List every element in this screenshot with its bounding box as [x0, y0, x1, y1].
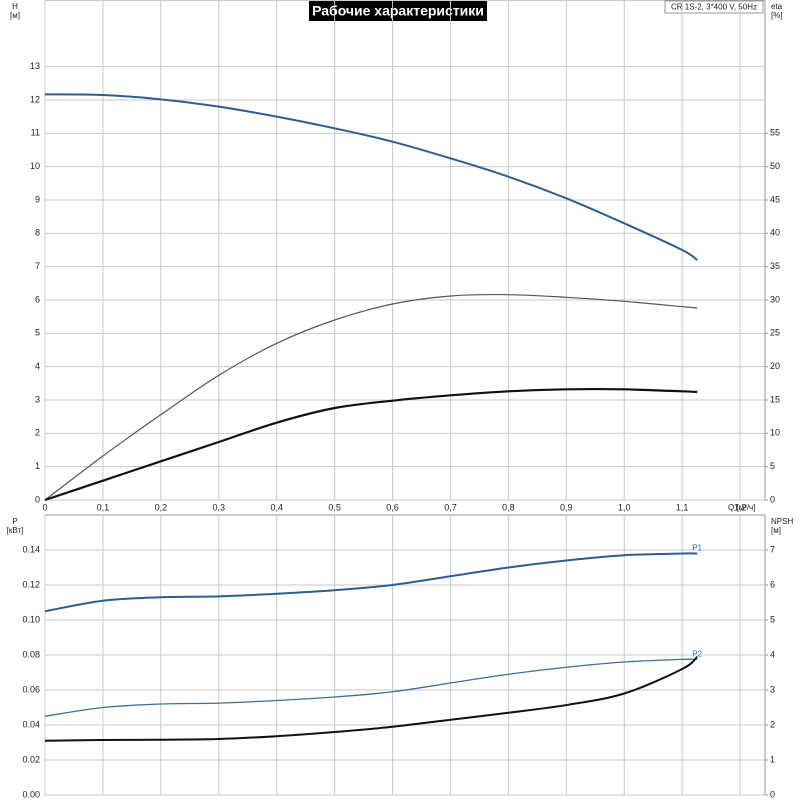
x-tick-label: 0,4	[270, 502, 283, 512]
y-tick-label: 2	[35, 428, 40, 438]
y2-axis-label: eta	[771, 2, 783, 11]
x-tick-label: 0,5	[328, 502, 341, 512]
y-tick-label: 0.04	[22, 719, 40, 729]
y2-tick-label: 4	[770, 649, 775, 659]
y-tick-label: 0.06	[22, 684, 40, 694]
y2-tick-label: 15	[770, 394, 780, 404]
series-line	[44, 552, 698, 613]
y2-tick-label: 2	[770, 719, 775, 729]
y-tick-label: 9	[35, 194, 40, 204]
y-tick-label: 0.08	[22, 649, 40, 659]
y-axis-unit: [м]	[10, 11, 20, 20]
series-label: P1	[692, 544, 702, 553]
x-tick-label: 0,8	[502, 502, 515, 512]
x-axis-label: Q [м³/ч]	[728, 503, 755, 512]
chart-subtitle: CR 1S-2, 3*400 V, 50Hz	[671, 3, 757, 12]
y-tick-label: 5	[35, 328, 40, 338]
y2-tick-label: 10	[770, 428, 780, 438]
x-tick-label: 1,2	[734, 502, 747, 512]
series-line	[44, 655, 698, 742]
y2-tick-label: 0	[770, 494, 775, 504]
y2-axis-unit: [м]	[771, 526, 781, 535]
y-tick-label: 0.12	[22, 579, 40, 589]
y-tick-label: 0.14	[22, 544, 40, 554]
y-tick-label: 0.02	[22, 754, 40, 764]
y-tick-label: 12	[30, 94, 40, 104]
y-tick-label: 7	[35, 261, 40, 271]
x-tick-label: 0,2	[155, 502, 168, 512]
y-tick-label: 1	[35, 461, 40, 471]
y2-tick-label: 6	[770, 579, 775, 589]
y2-tick-label: 35	[770, 261, 780, 271]
x-tick-label: 1,0	[618, 502, 631, 512]
y2-tick-label: 55	[770, 128, 780, 138]
title-box	[309, 1, 487, 21]
y2-tick-label: 5	[770, 614, 775, 624]
series-label: P2	[692, 649, 702, 658]
y2-tick-label: 3	[770, 684, 775, 694]
y-axis-unit: [кВт]	[7, 526, 24, 535]
series-line	[44, 658, 698, 717]
y2-tick-label: 7	[770, 544, 775, 554]
y2-tick-label: 5	[770, 461, 775, 471]
x-tick-label: 1,1	[676, 502, 689, 512]
y2-tick-label: 45	[770, 194, 780, 204]
y2-tick-label: 30	[770, 294, 780, 304]
series-line	[44, 387, 698, 502]
y-axis-label: H	[12, 2, 18, 11]
y-tick-label: 0.00	[22, 789, 40, 799]
y-tick-label: 0.10	[22, 614, 40, 624]
series-line	[44, 93, 698, 261]
y2-axis-label: NPSH	[771, 517, 793, 526]
x-tick-label: 0,3	[213, 502, 226, 512]
y2-tick-label: 25	[770, 328, 780, 338]
y2-tick-label: 50	[770, 161, 780, 171]
y2-axis-unit: [%]	[771, 11, 783, 20]
y-tick-label: 8	[35, 228, 40, 238]
y-axis-label: P	[12, 517, 17, 526]
y2-tick-label: 40	[770, 228, 780, 238]
y-tick-label: 6	[35, 294, 40, 304]
x-tick-label: 0,9	[560, 502, 573, 512]
y-tick-label: 11	[31, 128, 40, 138]
subtitle-box	[664, 0, 764, 14]
series-line	[44, 293, 698, 501]
x-tick-label: 0,6	[386, 502, 399, 512]
y-tick-label: 10	[30, 161, 40, 171]
chart-title: Рабочие характеристики	[312, 3, 484, 19]
y-tick-label: 13	[30, 61, 40, 71]
y2-tick-label: 1	[770, 754, 775, 764]
y2-tick-label: 20	[770, 361, 780, 371]
y-tick-label: 3	[35, 394, 40, 404]
y-tick-label: 0	[35, 494, 40, 504]
x-tick-label: 0	[42, 502, 47, 512]
y-tick-label: 4	[35, 361, 40, 371]
x-tick-label: 0,7	[444, 502, 457, 512]
y2-tick-label: 0	[770, 789, 775, 799]
x-tick-label: 0,1	[97, 502, 110, 512]
